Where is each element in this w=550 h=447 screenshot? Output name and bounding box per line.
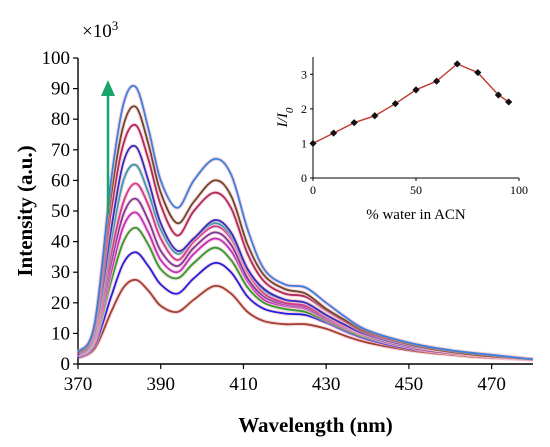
inset-data-point [474,68,482,77]
inset-y-tick-label: 3 [301,67,307,81]
inset-data-point [330,129,338,137]
inset-x-axis-label: % water in ACN [366,207,466,223]
x-tick-label: 370 [64,374,93,395]
inset-data-point [391,100,399,108]
y-tick-label: 40 [51,232,70,253]
y-tick-label: 30 [51,262,70,283]
y-tick-label: 80 [51,109,70,130]
inset-data-point [412,86,420,94]
inset-series-line [312,63,510,145]
inset-x-tick-label: 100 [510,183,528,197]
y-multiplier-label: ×103 [82,18,118,43]
x-tick-label: 450 [395,374,424,395]
increase-arrowhead [101,80,115,96]
inset-data-point [371,112,379,120]
y-axis-label: Intensity (a.u.) [13,145,37,276]
y-tick-label: 10 [51,323,70,344]
inset-data-point [494,91,502,99]
x-tick-label: 430 [312,374,341,395]
series-line-1 [77,278,534,361]
inset-y-tick-label: 0 [301,171,307,185]
series-line-11 [77,84,534,361]
inset-y-axis-label: I/I0 [275,107,296,128]
inset-data-point [433,77,441,85]
x-tick-label: 390 [146,374,175,395]
x-tick-label: 410 [229,374,258,395]
inset-x-tick-label: 50 [410,183,422,197]
inset-y-tick-label: 2 [301,102,307,116]
inset-data-point [350,119,358,127]
inset-y-tick-label: 1 [301,136,307,150]
y-tick-label: 70 [51,140,70,161]
inset-plot: 0 1 2 3 0 50 100 % water in ACN I/I0 [275,57,528,223]
inset-data-point [505,98,513,106]
inset-data-point [309,139,317,148]
y-tick-label: 60 [51,170,70,191]
y-tick-label: 0 [61,354,71,375]
inset-data-point [453,60,461,68]
inset-x-tick-label: 0 [310,183,316,197]
y-tick-label: 90 [51,79,70,100]
x-axis-label: Wavelength (nm) [238,413,393,437]
y-tick-label: 100 [42,48,71,69]
y-tick-label: 50 [51,201,70,222]
y-tick-label: 20 [51,293,70,314]
x-tick-label: 470 [477,374,506,395]
